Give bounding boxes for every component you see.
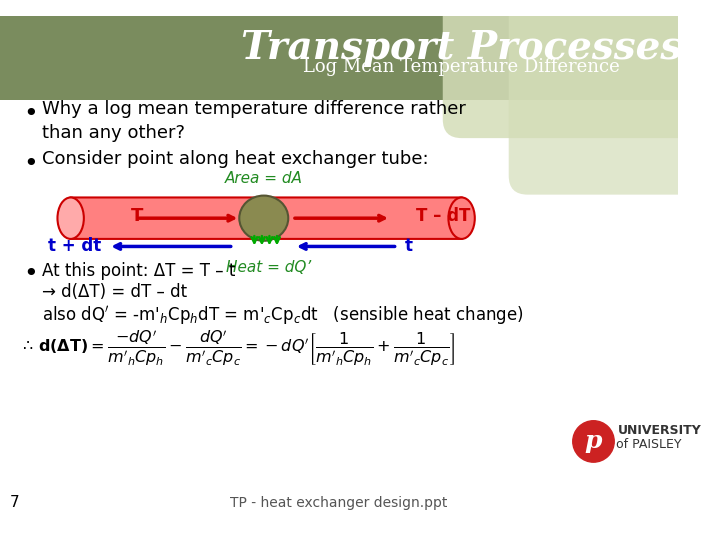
FancyBboxPatch shape — [443, 0, 697, 138]
Text: •: • — [24, 102, 38, 126]
Text: 7: 7 — [9, 495, 19, 510]
Text: p: p — [585, 429, 602, 454]
Ellipse shape — [58, 198, 84, 239]
Text: T – dT: T – dT — [416, 207, 471, 225]
Text: Why a log mean temperature difference rather
than any other?: Why a log mean temperature difference ra… — [42, 100, 467, 142]
Text: •: • — [24, 262, 38, 286]
FancyBboxPatch shape — [509, 0, 697, 194]
Text: $\therefore\,\mathbf{d(\Delta T)}=\dfrac{-dQ'}{m'_hCp_h}-\dfrac{dQ'}{m'_cCp_c}=-: $\therefore\,\mathbf{d(\Delta T)}=\dfrac… — [19, 327, 455, 368]
Text: Log Mean Temperature Difference: Log Mean Temperature Difference — [303, 58, 620, 76]
Text: t: t — [405, 237, 413, 254]
Text: UNIVERSITY: UNIVERSITY — [618, 424, 702, 437]
Circle shape — [573, 421, 614, 462]
Text: Area = dA: Area = dA — [225, 171, 302, 186]
FancyBboxPatch shape — [71, 198, 462, 239]
Text: → d(ΔT) = dT – dt: → d(ΔT) = dT – dt — [42, 283, 187, 301]
Text: Transport Processes: Transport Processes — [241, 29, 683, 67]
Text: also dQ$'$ = -m$'_h$Cp$_h$dT = m$'_c$Cp$_c$dt   (sensible heat change): also dQ$'$ = -m$'_h$Cp$_h$dT = m$'_c$Cp$… — [42, 304, 524, 327]
Text: At this point: ΔT = T – t: At this point: ΔT = T – t — [42, 262, 235, 280]
Ellipse shape — [449, 198, 474, 239]
Text: t + dt: t + dt — [48, 237, 102, 254]
FancyBboxPatch shape — [0, 16, 678, 100]
Text: •: • — [24, 152, 38, 176]
Ellipse shape — [239, 195, 288, 241]
Text: TP - heat exchanger design.ppt: TP - heat exchanger design.ppt — [230, 496, 448, 510]
Text: T: T — [130, 207, 143, 225]
Text: Consider point along heat exchanger tube:: Consider point along heat exchanger tube… — [42, 150, 429, 168]
Text: Heat = dQ’: Heat = dQ’ — [226, 260, 311, 275]
Text: of PAISLEY: of PAISLEY — [616, 438, 682, 451]
